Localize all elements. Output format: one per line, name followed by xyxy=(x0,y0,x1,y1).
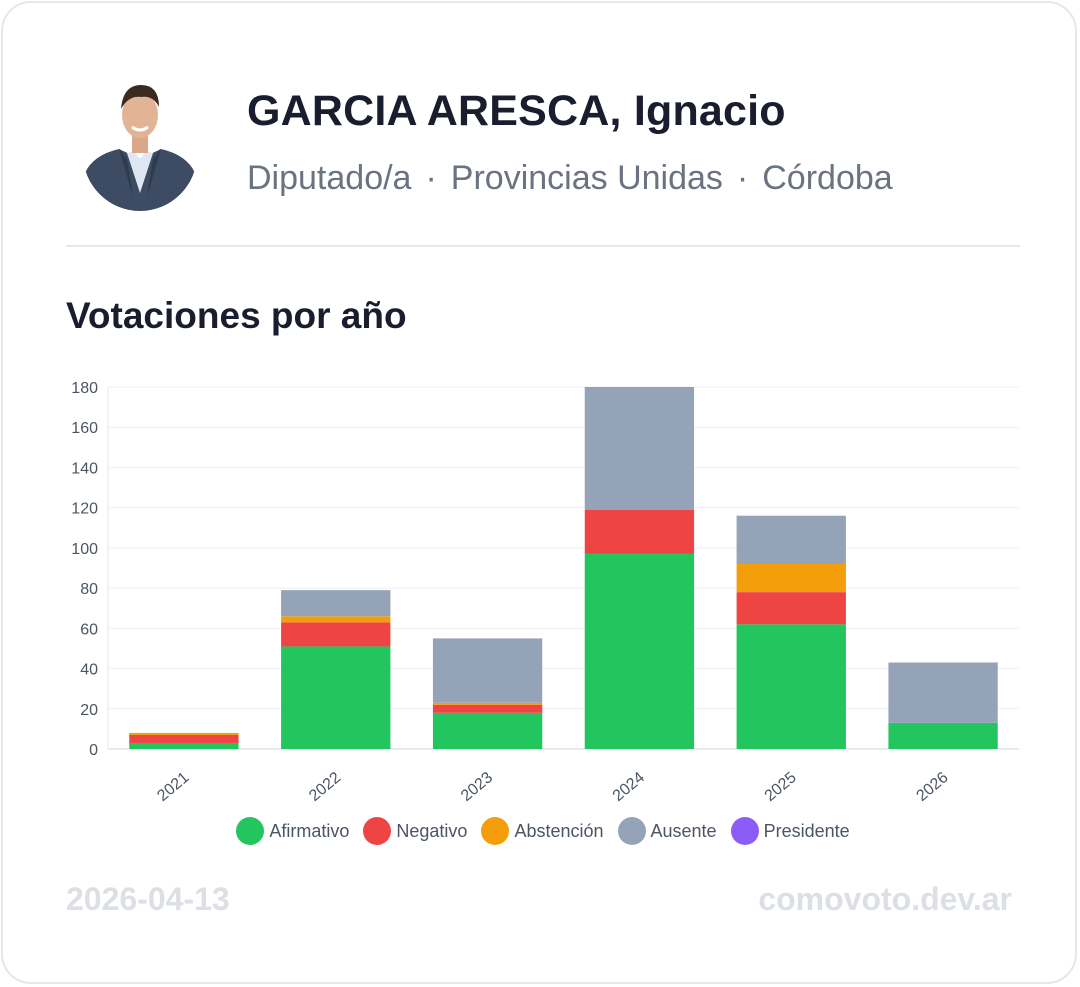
y-tick-label: 100 xyxy=(71,541,98,558)
avatar-photo xyxy=(83,73,197,211)
bar-afirmativo-2025 xyxy=(736,624,846,749)
x-tick-label: 2023 xyxy=(458,769,496,805)
y-tick-label: 80 xyxy=(80,581,98,598)
avatar xyxy=(83,73,197,211)
bar-negativo-2025 xyxy=(736,592,846,625)
legend-label: Abstención xyxy=(514,820,604,841)
x-tick-label: 2026 xyxy=(913,769,951,805)
legend-swatch xyxy=(363,817,392,845)
y-tick-label: 140 xyxy=(71,460,98,477)
bar-afirmativo-2023 xyxy=(432,712,543,749)
bar-ausente-2026 xyxy=(888,662,998,723)
x-tick-label: 2021 xyxy=(154,769,192,805)
footer-date: 2026-04-13 xyxy=(66,881,230,917)
bar-negativo-2023 xyxy=(432,704,543,713)
legend-swatch xyxy=(481,817,510,845)
legend-swatch xyxy=(236,817,265,845)
bar-ausente-2024 xyxy=(584,387,695,510)
bar-abstencion-2022 xyxy=(281,616,391,623)
section-title: Votaciones por año xyxy=(66,295,407,336)
bar-negativo-2024 xyxy=(584,509,695,554)
bar-afirmativo-2026 xyxy=(888,722,998,749)
role-label: Diputado/a xyxy=(247,159,412,197)
separator-dot: · xyxy=(736,159,749,197)
legend-item[interactable]: Abstención xyxy=(481,817,604,845)
chart-legend: Afirmativo Negativo Abstención Ausente Presi… xyxy=(3,817,1080,845)
y-tick-label: 180 xyxy=(71,380,98,397)
legend-item[interactable]: Negativo xyxy=(363,817,467,845)
legend-label: Ausente xyxy=(650,820,717,841)
y-tick-label: 120 xyxy=(71,501,98,518)
bar-afirmativo-2022 xyxy=(281,646,391,749)
y-tick-label: 0 xyxy=(89,742,98,759)
y-tick-label: 60 xyxy=(80,621,98,638)
bar-abstencion-2021 xyxy=(129,732,239,735)
footer-site[interactable]: comovoto.dev.ar xyxy=(758,881,1012,917)
bloc-label: Provincias Unidas xyxy=(450,159,723,197)
y-tick-label: 20 xyxy=(80,702,98,719)
x-tick-label: 2025 xyxy=(762,769,800,805)
province-label: Córdoba xyxy=(762,159,893,197)
bar-afirmativo-2021 xyxy=(129,742,239,749)
legislator-details: Diputado/a · Provincias Unidas · Córdoba xyxy=(247,159,893,198)
bar-ausente-2022 xyxy=(281,590,391,617)
legend-label: Presidente xyxy=(763,820,850,841)
bar-abstencion-2025 xyxy=(736,563,846,593)
legend-item[interactable]: Ausente xyxy=(617,817,717,845)
bar-ausente-2025 xyxy=(736,515,846,564)
votes-bar-chart: 0 20 40 60 80 100 120 140 160 180 2021 2022 2023 2024… xyxy=(71,380,1019,805)
x-tick-label: 2022 xyxy=(306,769,344,805)
legend-label: Negativo xyxy=(396,820,468,841)
y-tick-label: 160 xyxy=(71,420,98,437)
bar-negativo-2022 xyxy=(281,622,391,647)
legend-swatch xyxy=(617,817,646,845)
header-divider xyxy=(66,245,1020,247)
legend-swatch xyxy=(730,817,759,845)
x-tick-label: 2024 xyxy=(610,769,648,805)
legislator-name: GARCIA ARESCA, Ignacio xyxy=(247,87,786,135)
bar-afirmativo-2024 xyxy=(584,553,695,749)
separator-dot: · xyxy=(425,159,437,197)
legend-item[interactable]: Presidente xyxy=(730,817,850,845)
legend-label: Afirmativo xyxy=(269,820,350,841)
bar-negativo-2021 xyxy=(129,734,239,743)
bar-abstencion-2023 xyxy=(432,702,543,705)
y-tick-label: 40 xyxy=(80,662,98,679)
bar-ausente-2023 xyxy=(432,638,543,703)
legend-item[interactable]: Afirmativo xyxy=(236,817,349,845)
